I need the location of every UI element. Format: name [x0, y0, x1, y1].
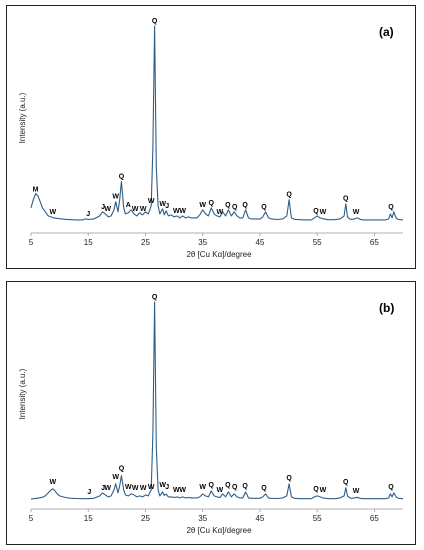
x-tick-label: 25 [141, 514, 150, 523]
peak-label: Q [225, 482, 231, 489]
x-tick-label: 5 [29, 514, 34, 523]
peak-label: Q [242, 483, 248, 490]
peak-label: W [199, 484, 206, 491]
peak-label: Q [119, 466, 125, 473]
x-tick-label: 65 [370, 238, 379, 247]
peak-label: W [217, 209, 224, 216]
peak-label: Q [286, 475, 292, 482]
peak-label: Q [232, 484, 238, 491]
peak-label: Q [152, 294, 158, 301]
y-axis-title: Intensity (a.u.) [18, 368, 27, 419]
x-tick-label: 45 [255, 514, 264, 523]
peak-label: Q [232, 204, 238, 211]
peak-label: Q [343, 479, 349, 486]
peak-label: Q [119, 174, 125, 181]
peak-label: W [49, 209, 56, 216]
x-tick-label: 5 [29, 238, 34, 247]
peak-label: Q [286, 192, 292, 199]
peak-label: J [165, 203, 169, 210]
peak-label: J [165, 484, 169, 491]
panel-label: (b) [379, 301, 394, 315]
peak-label: Q [313, 486, 319, 493]
x-tick-label: 55 [313, 514, 322, 523]
peak-label: W [112, 474, 119, 481]
peak-label: Q [209, 200, 215, 207]
peak-label: W [199, 202, 206, 209]
peak-label: W [140, 206, 147, 213]
x-tick-label: 65 [370, 514, 379, 523]
chart-panel-b: (b) Intensity (a.u.) 2θ [Cu Kα]/degree 5… [6, 281, 416, 545]
peak-label: A [126, 202, 131, 209]
peak-label: W [173, 487, 180, 494]
peak-label: M [33, 187, 39, 194]
peak-label: Q [313, 208, 319, 215]
peak-label: W [159, 201, 166, 208]
peak-label: Q [225, 202, 231, 209]
peak-label: Q [209, 482, 215, 489]
peak-label: W [104, 206, 111, 213]
peak-label: Q [388, 204, 394, 211]
panel-label: (a) [379, 25, 394, 39]
x-tick-label: 55 [313, 238, 322, 247]
peak-label: W [104, 485, 111, 492]
peak-label: Q [242, 202, 248, 209]
xrd-pattern-line [30, 301, 404, 500]
peak-label: W [132, 485, 139, 492]
xrd-chart-b: (b) Intensity (a.u.) 2θ [Cu Kα]/degree 5… [18, 294, 404, 535]
peak-label: W [148, 484, 155, 491]
peak-label: W [353, 209, 360, 216]
y-axis-title: Intensity (a.u.) [18, 92, 27, 143]
xrd-chart-a: (a) Intensity (a.u.) 2θ [Cu Kα]/degree 5… [18, 18, 404, 259]
peak-label: W [179, 208, 186, 215]
peak-label: W [49, 479, 56, 486]
peak-label: W [140, 485, 147, 492]
peak-label: W [112, 194, 119, 201]
peak-label: W [148, 198, 155, 205]
peak-label: J [87, 489, 91, 496]
peak-label: J [101, 485, 105, 492]
peak-label: J [101, 204, 105, 211]
chart-panel-a: (a) Intensity (a.u.) 2θ [Cu Kα]/degree 5… [6, 5, 416, 269]
peak-label: W [320, 487, 327, 494]
x-tick-label: 35 [198, 238, 207, 247]
peak-label: Q [343, 196, 349, 203]
peak-label: J [86, 211, 90, 218]
peak-label: W [217, 487, 224, 494]
x-tick-label: 45 [255, 238, 264, 247]
peak-label: W [173, 208, 180, 215]
peak-label: Q [388, 484, 394, 491]
peak-label: Q [261, 485, 267, 492]
peak-label: W [179, 487, 186, 494]
peak-label: W [320, 209, 327, 216]
x-tick-label: 35 [198, 514, 207, 523]
x-tick-label: 15 [84, 514, 93, 523]
peak-label: W [159, 482, 166, 489]
xrd-pattern-line [30, 25, 404, 221]
x-tick-label: 15 [84, 238, 93, 247]
x-axis-title: 2θ [Cu Kα]/degree [186, 526, 252, 535]
x-tick-label: 25 [141, 238, 150, 247]
peak-label: W [353, 488, 360, 495]
x-axis-title: 2θ [Cu Kα]/degree [186, 250, 252, 259]
peak-label: Q [261, 204, 267, 211]
peak-label: W [125, 484, 132, 491]
peak-label: Q [152, 18, 158, 25]
peak-label: W [132, 206, 139, 213]
